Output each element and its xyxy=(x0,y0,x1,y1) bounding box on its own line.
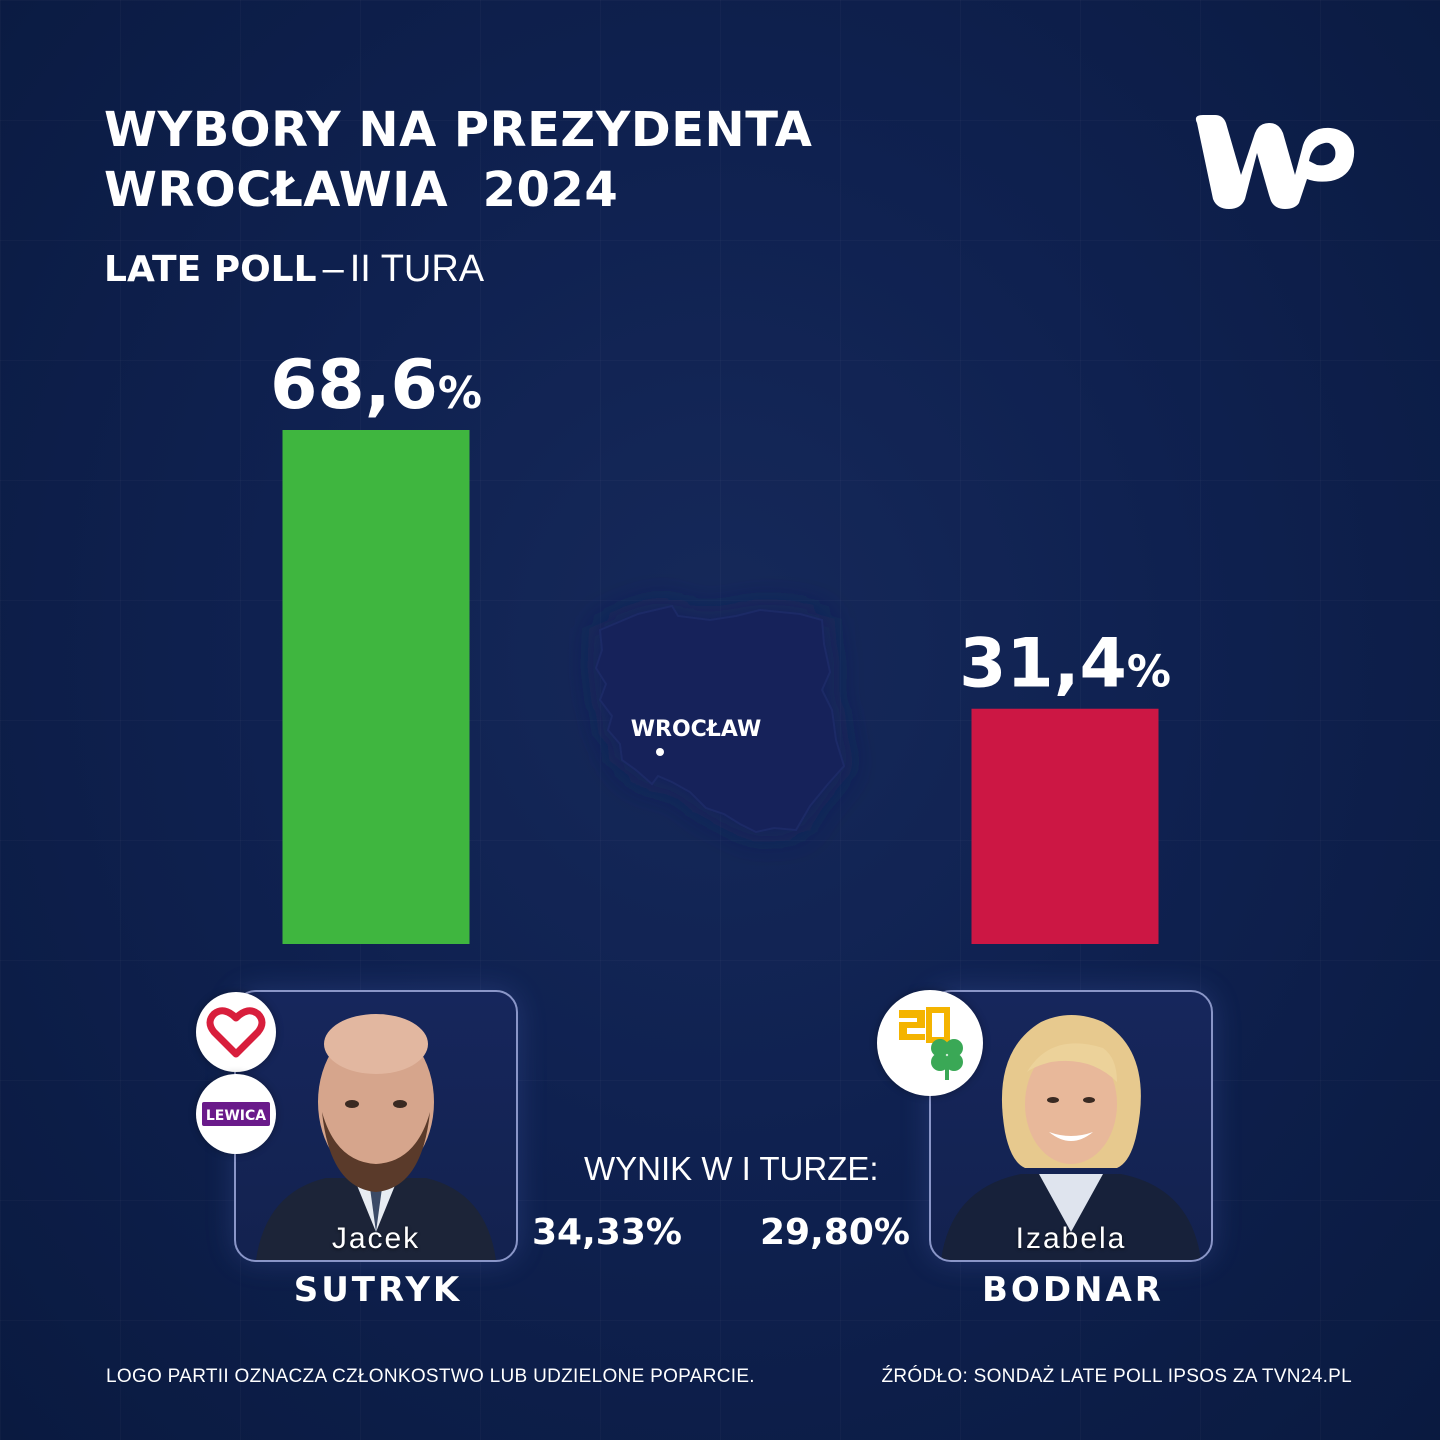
first-round-bodnar: 29,80% xyxy=(760,1212,910,1253)
first-round-label: WYNIK W I TURZE: xyxy=(584,1150,879,1187)
value-label-bodnar: 31,4% xyxy=(959,625,1171,704)
value-number: 68,6 xyxy=(270,346,438,425)
bar-bodnar xyxy=(971,708,1159,944)
2050-icon xyxy=(899,1007,950,1043)
lewica-logo: LEWICA xyxy=(202,1102,270,1126)
first-name-bodnar: Izabela xyxy=(1015,1222,1127,1255)
party-badge-lewica: LEWICA xyxy=(196,1074,276,1154)
heart-icon xyxy=(206,1007,266,1058)
last-name-sutryk: SUTRYK xyxy=(293,1270,463,1310)
page-subtitle: LATE POLL – II TURA xyxy=(104,244,484,295)
candidate-card-sutryk: Jacek xyxy=(234,990,518,1262)
party-badge-heart xyxy=(196,992,276,1072)
subtitle-dash: – xyxy=(322,248,344,290)
poland-map: WROCŁAW xyxy=(594,604,846,834)
portrait-sutryk xyxy=(256,1014,496,1260)
subtitle-strong: LATE POLL xyxy=(104,249,317,290)
value-unit: % xyxy=(438,368,482,419)
wroclaw-dot xyxy=(656,748,664,756)
wp-logo xyxy=(1195,115,1355,209)
footer-source: ŹRÓDŁO: SONDAŻ LATE POLL IPSOS ZA TVN24.… xyxy=(881,1366,1352,1387)
party-logos-2050-psl xyxy=(899,1007,963,1080)
clover-icon xyxy=(931,1039,963,1080)
party-badge-tpd xyxy=(877,990,983,1096)
value-number: 31,4 xyxy=(959,625,1127,704)
first-round-sutryk: 34,33% xyxy=(532,1212,682,1253)
title-line-2: WROCŁAWIA 2024 xyxy=(104,162,619,218)
map-city-label: WROCŁAW xyxy=(631,717,762,742)
subtitle-rest: II TURA xyxy=(349,248,485,290)
lewica-text: LEWICA xyxy=(206,1108,266,1124)
value-unit: % xyxy=(1127,647,1171,698)
title-line-1: WYBORY NA PREZYDENTA xyxy=(104,102,813,158)
poland-shape xyxy=(594,604,846,834)
portrait-bodnar xyxy=(941,1015,1201,1260)
first-name-sutryk: Jacek xyxy=(331,1222,421,1255)
page-title: WYBORY NA PREZYDENTA WROCŁAWIA 2024 xyxy=(104,100,812,220)
footer-note: LOGO PARTII OZNACZA CZŁONKOSTWO LUB UDZI… xyxy=(106,1366,755,1387)
bar-sutryk xyxy=(282,430,470,944)
last-name-bodnar: BODNAR xyxy=(982,1270,1164,1310)
value-label-sutryk: 68,6% xyxy=(270,346,482,425)
